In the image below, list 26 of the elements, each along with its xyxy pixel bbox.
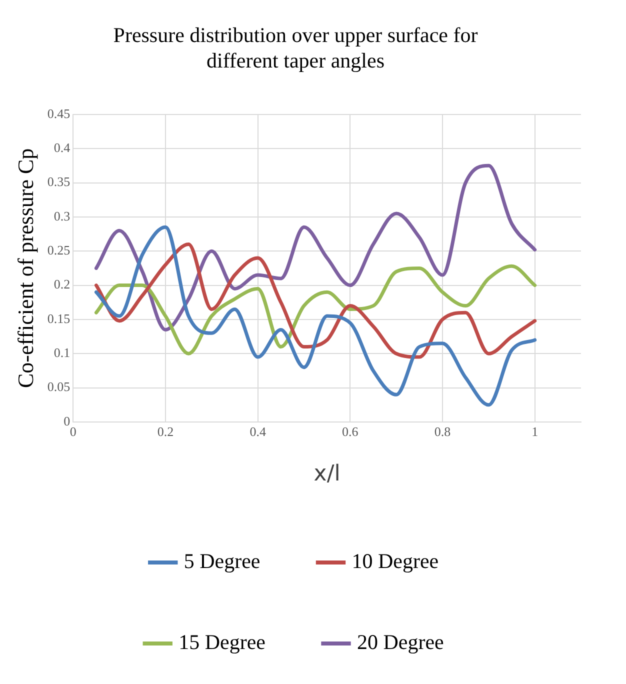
line-series: [94, 242, 537, 359]
legend-label: 20 Degree: [357, 630, 444, 654]
y-tick-label: 0.2: [54, 276, 70, 292]
legend-label: 5 Degree: [184, 549, 260, 574]
y-tick-label: 0.15: [47, 310, 70, 326]
line-series: [94, 225, 537, 407]
y-tick-label: 0.05: [47, 379, 70, 394]
legend-label: 10 Degree: [352, 549, 439, 574]
y-tick-label: 0.45: [47, 106, 70, 121]
y-axis-title: Co-efficient of pressure Cp: [12, 148, 38, 388]
y-tick-label: 0: [64, 413, 70, 428]
x-tick-label: 0.2: [157, 424, 174, 440]
line-series: [94, 264, 537, 356]
line-series: [94, 164, 537, 332]
x-axis-title: x/l: [314, 462, 340, 487]
y-tick-label: 0.1: [54, 345, 70, 360]
x-tick-label: 1: [532, 424, 538, 440]
x-tick-label: 0.4: [250, 424, 266, 440]
legend-label: 15 Degree: [178, 630, 266, 654]
x-tick-label: 0.8: [434, 424, 451, 440]
y-tick-label: 0.25: [47, 242, 70, 258]
x-tick-label: 0.6: [342, 424, 359, 440]
y-tick-label: 0.4: [54, 140, 71, 155]
y-tick-label: 0.35: [47, 174, 70, 190]
y-tick-label: 0.3: [54, 208, 70, 224]
chart-title: Pressure distribution over upper surface for different taper angles: [113, 23, 478, 72]
